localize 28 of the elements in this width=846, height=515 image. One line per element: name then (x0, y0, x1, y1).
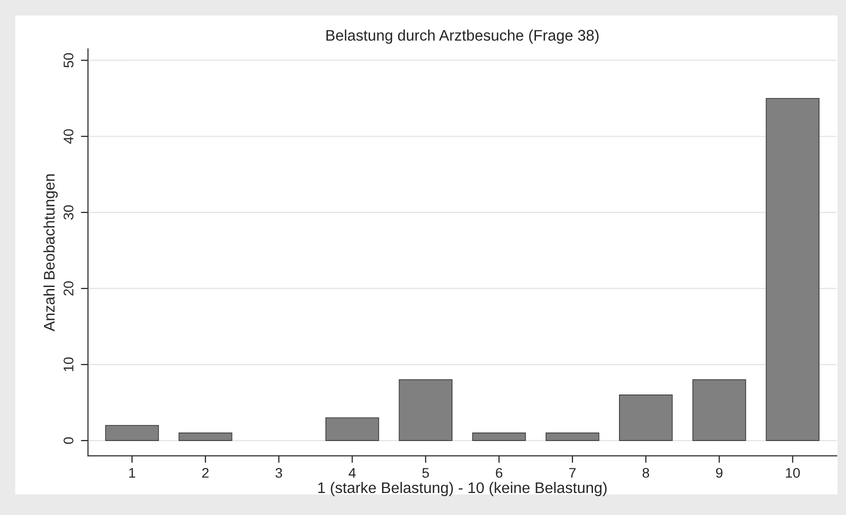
x-axis-title: 1 (starke Belastung) - 10 (keine Belastung) (318, 482, 607, 496)
y-tick-label: 50 (64, 53, 74, 68)
chart-title: Belastung durch Arztbesuche (Frage 38) (326, 30, 599, 44)
y-axis-title: Anzahl Beobachtungen (43, 174, 58, 332)
x-tick-label: 9 (716, 468, 722, 478)
x-tick-label: 3 (276, 468, 282, 478)
y-tick-label: 40 (64, 129, 74, 144)
y-tick-label: 0 (64, 437, 74, 444)
x-tick-label: 7 (569, 468, 576, 478)
bar (766, 98, 820, 441)
bar (325, 417, 380, 441)
x-tick-label: 4 (348, 468, 356, 478)
y-tick-label: 10 (64, 357, 74, 372)
x-tick-label: 6 (496, 468, 502, 478)
x-tick-label: 10 (786, 468, 800, 478)
bar (178, 432, 232, 441)
bar (546, 432, 600, 441)
bar (398, 379, 452, 441)
bar (472, 432, 526, 441)
y-tick-label: 20 (64, 281, 74, 296)
x-tick-label: 2 (202, 468, 209, 478)
bar (692, 379, 746, 441)
bar (619, 394, 673, 441)
y-tick-label: 30 (64, 205, 74, 220)
bar (105, 424, 159, 441)
x-tick-label: 5 (422, 468, 429, 478)
x-tick-label: 8 (642, 468, 650, 478)
x-tick-label: 1 (129, 468, 136, 478)
